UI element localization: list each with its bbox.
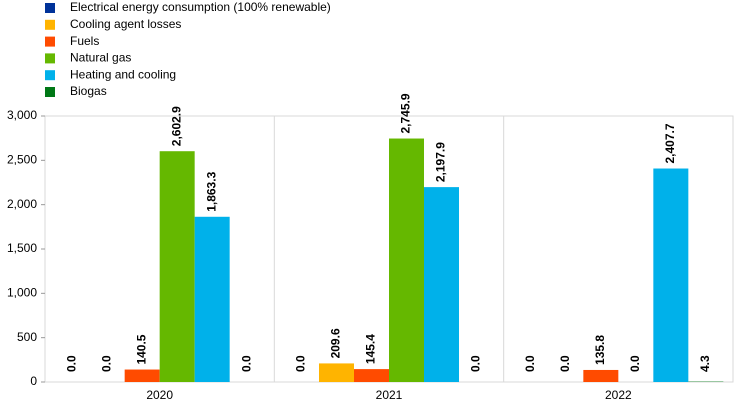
x-tick-label: 2022	[605, 388, 632, 402]
y-tick-label: 2,500	[7, 153, 37, 167]
y-tick-label: 0	[30, 374, 37, 388]
legend-label: Biogas	[70, 84, 107, 98]
value-label: 2,745.9	[399, 93, 413, 133]
bar	[194, 216, 230, 382]
y-tick-label: 1,500	[7, 241, 37, 255]
bar	[583, 369, 619, 382]
bar	[389, 138, 424, 382]
value-label: 2,197.9	[434, 142, 448, 182]
legend-label: Electrical energy consumption (100% rene…	[70, 0, 331, 14]
legend-swatch	[45, 87, 55, 97]
value-label: 145.4	[364, 334, 378, 364]
value-label: 0.0	[294, 355, 308, 372]
bar	[653, 168, 689, 382]
value-label: 0.0	[99, 355, 113, 372]
value-label: 0.0	[558, 355, 572, 372]
value-label: 0.0	[469, 355, 483, 372]
y-tick-label: 2,000	[7, 197, 37, 211]
legend-swatch	[45, 19, 55, 30]
value-label: 0.0	[239, 355, 253, 372]
y-tick-label: 1,000	[7, 286, 37, 300]
bar	[124, 369, 160, 382]
legend-swatch	[45, 36, 55, 47]
value-label: 4.3	[698, 355, 712, 372]
bar	[354, 369, 389, 382]
value-label: 2,407.7	[663, 123, 677, 163]
value-label: 0.0	[64, 355, 78, 372]
legend-label: Fuels	[70, 34, 99, 48]
value-label: 0.0	[523, 355, 537, 372]
legend-label: Heating and cooling	[70, 67, 176, 81]
y-tick-label: 500	[17, 330, 37, 344]
legend-swatch	[45, 70, 55, 81]
x-tick-label: 2020	[146, 388, 173, 402]
y-tick-label: 3,000	[7, 108, 37, 122]
legend-label: Natural gas	[70, 51, 131, 65]
value-label: 0.0	[628, 355, 642, 372]
bar	[319, 363, 354, 382]
bar	[159, 151, 195, 382]
legend-swatch	[45, 3, 55, 13]
value-label: 135.8	[593, 335, 607, 365]
value-label: 2,602.9	[169, 106, 183, 146]
legend-label: Cooling agent losses	[70, 17, 181, 31]
legend-swatch	[45, 53, 55, 64]
value-label: 1,863.3	[204, 171, 218, 211]
bar	[424, 187, 459, 382]
value-label: 209.6	[329, 328, 343, 358]
x-tick-label: 2021	[376, 388, 403, 402]
value-label: 140.5	[134, 334, 148, 364]
